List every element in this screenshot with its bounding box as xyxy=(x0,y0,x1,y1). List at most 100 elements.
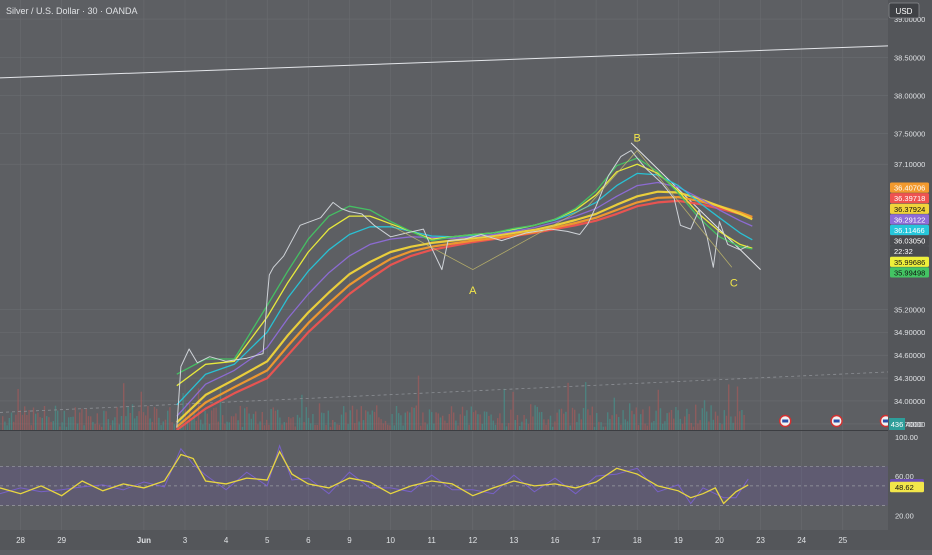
volume-bar xyxy=(736,386,739,430)
volume-bar xyxy=(703,400,706,430)
volume-bar xyxy=(723,410,725,430)
volume-bar xyxy=(547,419,549,430)
volume-bar xyxy=(17,389,19,430)
volume-bar xyxy=(125,416,127,430)
volume-bar xyxy=(444,420,446,430)
volume-bar xyxy=(719,423,721,430)
volume-bar xyxy=(228,422,230,430)
volume-bar xyxy=(325,424,327,430)
volume-bar xyxy=(92,421,94,430)
volume-bar xyxy=(481,423,483,430)
rsi-tick-label: 60.00 xyxy=(895,472,914,481)
volume-bar xyxy=(706,411,708,430)
wave-label-c: C xyxy=(730,277,738,289)
volume-bar xyxy=(206,413,208,430)
volume-bar xyxy=(655,410,657,430)
volume-bar xyxy=(107,419,109,430)
volume-bar xyxy=(222,415,224,430)
volume-bar xyxy=(532,416,534,430)
volume-bar xyxy=(21,414,24,430)
volume-bar xyxy=(563,413,565,430)
trendline[interactable] xyxy=(630,142,761,270)
volume-bar xyxy=(494,424,497,430)
volume-bar xyxy=(283,422,285,430)
volume-bar xyxy=(699,420,701,430)
volume-bar xyxy=(171,422,173,430)
volume-bar xyxy=(191,419,193,430)
volume-bar xyxy=(147,405,149,430)
volume-bar xyxy=(79,412,81,430)
volume-bar xyxy=(343,406,345,430)
event-marker-icon[interactable] xyxy=(779,414,792,428)
price-badge-label: 36.29122 xyxy=(894,215,925,224)
price-badge-box xyxy=(890,256,929,267)
price-line xyxy=(176,150,749,428)
volume-bar xyxy=(488,415,490,430)
rsi-badge-label: 48.62 xyxy=(895,483,914,492)
volume-bar xyxy=(277,409,279,430)
volume-bar xyxy=(255,411,257,430)
volume-bar xyxy=(30,425,32,430)
volume-bar xyxy=(164,419,167,430)
moving-average-line xyxy=(176,181,753,417)
event-marker-icon[interactable] xyxy=(830,414,843,428)
volume-bar xyxy=(615,414,618,430)
volume-bar xyxy=(538,412,541,430)
dashed-level-line[interactable] xyxy=(0,371,889,413)
price-badge-label: 36.37924 xyxy=(894,205,925,214)
price-tick-label: 33.70000 xyxy=(894,420,925,429)
volume-bar xyxy=(274,410,277,430)
volume-bar xyxy=(120,416,123,430)
volume-bar xyxy=(697,423,699,430)
volume-bar xyxy=(46,416,48,430)
volume-bar xyxy=(116,407,118,430)
volume-bar xyxy=(290,418,292,430)
trendline[interactable] xyxy=(0,45,889,79)
volume-bar xyxy=(312,414,314,430)
volume-bar xyxy=(659,408,662,430)
volume-bar xyxy=(248,413,250,430)
volume-bar xyxy=(142,412,145,430)
volume-bar xyxy=(501,423,503,430)
volume-bar xyxy=(90,416,92,430)
volume-bar xyxy=(604,426,607,430)
price-tick-label: 35.20000 xyxy=(894,305,925,314)
currency-button[interactable]: USD xyxy=(888,2,920,19)
volume-bar xyxy=(712,419,714,430)
volume-bar xyxy=(307,417,310,430)
volume-bar xyxy=(382,423,384,430)
volume-bar xyxy=(32,407,35,430)
rsi-badge: 48.62 xyxy=(890,481,924,493)
volume-bar xyxy=(140,391,142,430)
volume-bar xyxy=(596,413,598,430)
volume-bar xyxy=(728,384,730,430)
volume-bar xyxy=(620,424,622,430)
volume-bar xyxy=(651,422,653,430)
price-badge-label: 35.99498 xyxy=(894,268,925,277)
volume-bar xyxy=(428,409,431,430)
volume-bar xyxy=(468,424,470,430)
volume-bar xyxy=(160,425,162,430)
volume-bar xyxy=(435,412,437,430)
wave-annotations: A B C xyxy=(390,132,738,297)
price-tick-label: 39.00000 xyxy=(894,15,925,24)
volume-bar xyxy=(437,413,439,430)
volume-bar xyxy=(450,406,453,430)
time-tick-label: 17 xyxy=(592,536,601,545)
volume-bar xyxy=(4,421,6,430)
volume-bar xyxy=(54,405,57,430)
volume-bar xyxy=(567,382,569,430)
volume-bar xyxy=(565,411,567,430)
price-tick-label: 34.60000 xyxy=(894,351,925,360)
time-axis-panel[interactable] xyxy=(0,530,932,550)
volume-bar xyxy=(380,419,382,430)
volume-bar xyxy=(541,412,543,430)
price-badge: 36.11466 xyxy=(890,224,929,236)
volume-bar xyxy=(338,425,340,430)
volume-bar xyxy=(688,414,690,430)
price-tick-partial: 4000 xyxy=(906,420,923,429)
price-badge: 36.29122 xyxy=(890,214,929,225)
volume-bar xyxy=(279,417,281,430)
